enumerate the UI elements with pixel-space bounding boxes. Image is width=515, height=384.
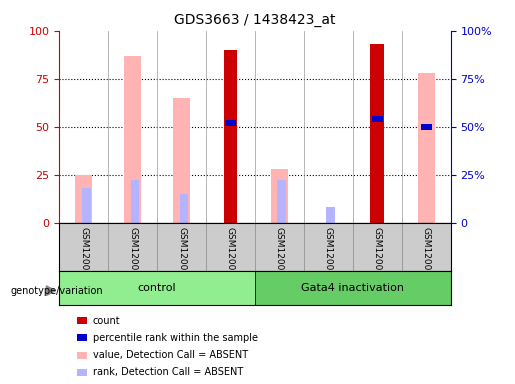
Text: GSM120068: GSM120068	[275, 227, 284, 281]
Bar	[370, 44, 384, 223]
Text: count: count	[93, 316, 121, 326]
Text: GSM120069: GSM120069	[324, 227, 333, 281]
Text: control: control	[138, 283, 176, 293]
Text: genotype/variation: genotype/variation	[10, 286, 103, 296]
Text: GSM120071: GSM120071	[422, 227, 431, 281]
Bar	[225, 120, 236, 126]
Bar	[224, 50, 237, 223]
Bar	[131, 180, 140, 223]
Bar	[255, 271, 451, 305]
Bar	[278, 180, 286, 223]
Bar	[77, 352, 87, 359]
Bar	[173, 98, 190, 223]
Text: GSM120070: GSM120070	[373, 227, 382, 281]
Bar	[421, 124, 432, 130]
Bar	[59, 271, 255, 305]
Bar	[372, 116, 383, 122]
Text: value, Detection Call = ABSENT: value, Detection Call = ABSENT	[93, 350, 248, 360]
Bar	[82, 188, 91, 223]
Bar	[180, 194, 188, 223]
Bar	[77, 369, 87, 376]
Bar	[271, 169, 288, 223]
Bar	[77, 317, 87, 324]
Text: GSM120066: GSM120066	[177, 227, 186, 281]
Bar	[75, 175, 92, 223]
Text: GSM120065: GSM120065	[128, 227, 137, 281]
Bar	[77, 334, 87, 341]
Polygon shape	[46, 286, 56, 296]
Text: percentile rank within the sample: percentile rank within the sample	[93, 333, 258, 343]
Text: rank, Detection Call = ABSENT: rank, Detection Call = ABSENT	[93, 367, 243, 377]
Bar	[124, 56, 141, 223]
Text: GSM120067: GSM120067	[226, 227, 235, 281]
Title: GDS3663 / 1438423_at: GDS3663 / 1438423_at	[174, 13, 336, 27]
Text: GSM120064: GSM120064	[79, 227, 88, 281]
Bar	[418, 73, 435, 223]
Text: Gata4 inactivation: Gata4 inactivation	[301, 283, 404, 293]
Bar	[327, 207, 335, 223]
